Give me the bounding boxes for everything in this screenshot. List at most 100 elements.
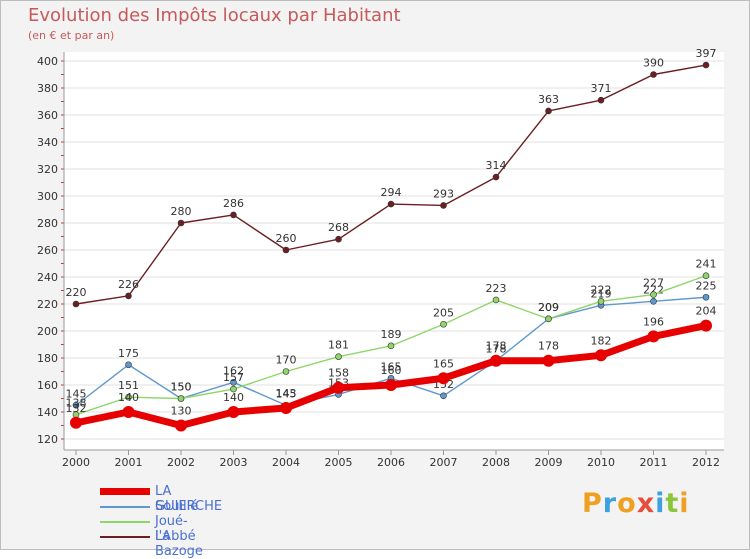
y-tick-label: 320 xyxy=(37,163,58,176)
data-label: 204 xyxy=(696,305,717,318)
data-point xyxy=(545,107,552,115)
y-tick-label: 280 xyxy=(37,217,58,230)
data-point xyxy=(122,406,135,418)
legend-swatch xyxy=(100,506,150,508)
data-label: 132 xyxy=(66,402,87,415)
data-point xyxy=(387,200,395,208)
data-label: 205 xyxy=(433,306,454,319)
data-label: 209 xyxy=(538,301,559,314)
data-point xyxy=(700,319,712,332)
logo-letter: i xyxy=(679,488,690,519)
x-tick-label: 2010 xyxy=(587,456,615,469)
data-label: 226 xyxy=(118,278,139,291)
data-label: 178 xyxy=(486,340,507,353)
data-label: 145 xyxy=(276,387,297,400)
data-label: 130 xyxy=(171,405,192,418)
x-tick-label: 2000 xyxy=(62,456,90,469)
data-point xyxy=(230,385,237,393)
data-label: 178 xyxy=(486,343,507,356)
data-point xyxy=(647,330,660,343)
data-point xyxy=(650,297,657,305)
data-point xyxy=(335,353,342,360)
data-label: 241 xyxy=(696,258,717,271)
data-label: 151 xyxy=(118,379,139,392)
data-label: 158 xyxy=(328,367,349,380)
data-point xyxy=(70,416,82,429)
logo-letter: i xyxy=(655,488,666,519)
y-tick-label: 220 xyxy=(37,298,58,311)
data-point xyxy=(72,401,80,409)
chart-title: Evolution des Impôts locaux par Habitant xyxy=(28,5,401,26)
data-point xyxy=(542,354,555,367)
data-point xyxy=(387,342,395,350)
data-label: 286 xyxy=(223,197,244,210)
data-label: 227 xyxy=(643,277,664,290)
logo-letter: t xyxy=(665,488,680,519)
data-point xyxy=(282,368,290,375)
x-tick-label: 2001 xyxy=(115,456,143,469)
y-tick-label: 400 xyxy=(37,55,58,68)
data-label: 162 xyxy=(223,364,244,377)
legend-swatch xyxy=(100,488,150,495)
legend-swatch xyxy=(100,536,150,538)
data-label: 363 xyxy=(538,93,559,106)
legend-label: Joué-l'Abbé xyxy=(155,514,196,544)
legend-label: LA GUIERCHE xyxy=(155,484,223,514)
data-label: 182 xyxy=(591,334,612,347)
legend-label: La Bazoge xyxy=(155,529,203,559)
data-label: 165 xyxy=(381,360,402,373)
x-tick-label: 2008 xyxy=(482,456,510,469)
logo-letter: x xyxy=(636,488,656,519)
x-tick-label: 2007 xyxy=(430,456,458,469)
data-label: 150 xyxy=(171,381,192,394)
data-label: 175 xyxy=(118,347,139,360)
y-tick-label: 300 xyxy=(37,190,58,203)
data-label: 268 xyxy=(328,221,349,234)
plot-area xyxy=(64,52,724,450)
data-label: 143 xyxy=(276,387,297,400)
chart-subtitle: (en € et par an) xyxy=(28,29,115,42)
data-label: 170 xyxy=(276,354,297,367)
data-point xyxy=(175,419,187,432)
data-label: 371 xyxy=(591,82,612,95)
data-label: 225 xyxy=(696,279,717,292)
data-point xyxy=(230,378,237,386)
y-tick-label: 260 xyxy=(37,244,58,257)
logo-letter: r xyxy=(602,488,618,519)
data-point xyxy=(702,61,710,69)
y-tick-label: 120 xyxy=(37,433,58,446)
y-tick-label: 160 xyxy=(37,379,58,392)
data-point xyxy=(282,246,290,254)
y-tick-label: 340 xyxy=(37,136,58,149)
data-point xyxy=(437,372,450,385)
data-point xyxy=(650,71,657,78)
data-point xyxy=(72,300,80,308)
x-tick-label: 2006 xyxy=(377,456,405,469)
data-label: 220 xyxy=(66,286,87,299)
data-point xyxy=(595,349,607,362)
data-label: 314 xyxy=(486,159,507,172)
data-point xyxy=(440,202,447,209)
data-point xyxy=(440,320,447,328)
data-label: 165 xyxy=(433,357,454,370)
x-tick-label: 2012 xyxy=(692,456,720,469)
data-label: 223 xyxy=(486,282,507,295)
data-label: 140 xyxy=(223,391,244,404)
legend-swatch xyxy=(100,521,150,523)
data-label: 219 xyxy=(591,287,612,300)
data-label: 145 xyxy=(66,387,87,400)
data-label: 397 xyxy=(696,47,717,60)
data-point xyxy=(230,211,237,219)
data-label: 160 xyxy=(381,364,402,377)
data-point xyxy=(125,292,132,300)
legend-label: Souillé xyxy=(155,499,199,514)
data-point xyxy=(125,361,132,369)
data-point xyxy=(177,395,185,402)
data-label: 189 xyxy=(381,328,402,341)
x-tick-label: 2011 xyxy=(640,456,668,469)
data-point xyxy=(125,393,132,401)
data-label: 294 xyxy=(381,186,402,199)
data-label: 150 xyxy=(171,381,192,394)
data-point xyxy=(492,296,500,304)
